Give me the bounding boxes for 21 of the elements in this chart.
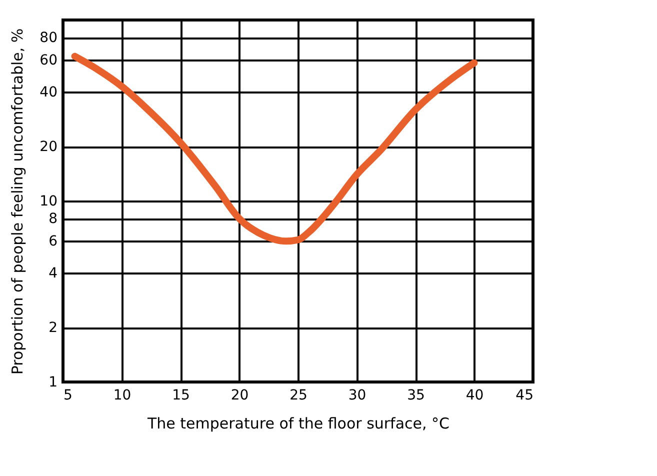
x-tick-label: 30 (348, 388, 366, 404)
x-tick-label: 45 (516, 388, 534, 404)
y-tick-label: 80 (40, 30, 58, 46)
x-tick-label: 15 (172, 388, 190, 404)
y-tick-label: 2 (48, 320, 58, 336)
x-tick-label: 20 (230, 388, 249, 404)
y-axis-title: Proportion of people feeling uncomfortable, % (8, 28, 27, 375)
y-tick-label: 1 (48, 374, 58, 390)
y-tick-label: 10 (40, 194, 58, 210)
x-tick-label: 25 (290, 388, 308, 404)
x-tick-label: 10 (113, 388, 132, 404)
y-tick-label: 40 (40, 84, 58, 101)
y-tick-label: 60 (40, 52, 58, 69)
y-tick-label: 6 (48, 234, 58, 250)
y-tick-label: 20 (40, 139, 58, 156)
y-tick-label: 8 (48, 211, 58, 228)
x-tick-label: 5 (64, 388, 72, 404)
x-tick-label: 40 (466, 388, 484, 404)
x-tick-label: 35 (407, 388, 425, 404)
y-tick-label: 4 (48, 266, 58, 282)
x-axis-title: The temperature of the floor surface, °C (146, 414, 450, 432)
